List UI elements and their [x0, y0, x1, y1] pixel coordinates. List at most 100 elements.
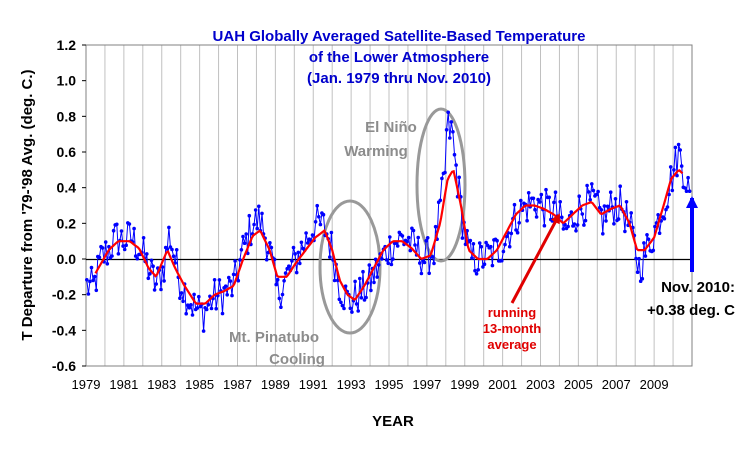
- monthly-point: [195, 306, 200, 310]
- monthly-point: [601, 232, 605, 236]
- monthly-point: [642, 241, 646, 245]
- monthly-point: [679, 164, 684, 168]
- monthly-point: [159, 287, 163, 292]
- monthly-point: [100, 246, 105, 250]
- monthly-point: [85, 278, 89, 282]
- monthly-point: [373, 257, 378, 262]
- monthly-point: [252, 222, 256, 227]
- monthly-point: [391, 257, 395, 261]
- monthly-point: [675, 173, 679, 178]
- monthly-point: [152, 288, 157, 292]
- monthly-point: [332, 278, 337, 283]
- monthly-point: [427, 271, 432, 276]
- monthly-point: [645, 233, 649, 237]
- monthly-point: [484, 240, 488, 245]
- monthly-point: [328, 255, 332, 259]
- monthly-point: [512, 202, 517, 207]
- monthly-point: [572, 222, 577, 226]
- monthly-point: [468, 238, 473, 243]
- y-tick-label: 1.0: [57, 73, 77, 89]
- monthly-point: [257, 204, 261, 209]
- monthly-point: [353, 279, 357, 284]
- monthly-point: [181, 299, 185, 304]
- monthly-point: [372, 280, 376, 285]
- monthly-point: [171, 254, 176, 258]
- monthly-point: [279, 305, 283, 310]
- monthly-point: [542, 223, 547, 228]
- monthly-point: [440, 176, 444, 181]
- monthly-point: [313, 220, 318, 224]
- monthly-point: [476, 268, 481, 272]
- monthly-point: [315, 203, 320, 208]
- monthly-point: [616, 217, 621, 221]
- monthly-point: [670, 188, 675, 193]
- monthly-point: [148, 272, 152, 276]
- monthly-point: [280, 292, 285, 297]
- monthly-point: [612, 222, 616, 226]
- monthly-point: [380, 257, 384, 261]
- monthly-point: [97, 255, 102, 260]
- monthly-point: [233, 259, 237, 263]
- monthly-point: [575, 223, 580, 227]
- monthly-point: [418, 261, 422, 265]
- monthly-point: [651, 248, 656, 253]
- monthly-point: [348, 306, 353, 311]
- monthly-point: [411, 228, 416, 233]
- monthly-point: [683, 186, 687, 190]
- monthly-point: [613, 197, 618, 201]
- grid-lines: [104, 45, 674, 366]
- monthly-point: [253, 208, 258, 212]
- monthly-point: [339, 300, 343, 305]
- y-tick-label: 0.4: [57, 180, 77, 196]
- monthly-point: [293, 252, 297, 256]
- monthly-point: [582, 223, 586, 227]
- monthly-point: [452, 152, 457, 157]
- monthly-point: [105, 262, 110, 266]
- monthly-point: [561, 227, 566, 231]
- monthly-point: [676, 142, 681, 147]
- monthly-point: [479, 244, 484, 249]
- monthly-point: [608, 190, 613, 194]
- monthly-point: [124, 243, 128, 247]
- monthly-point: [204, 307, 209, 312]
- x-tick-label: 1993: [337, 377, 366, 392]
- monthly-point: [294, 270, 299, 275]
- monthly-point: [552, 200, 556, 205]
- monthly-point: [350, 310, 354, 314]
- monthly-point: [599, 208, 604, 212]
- monthly-point: [274, 282, 279, 287]
- cooling-label: Cooling: [269, 351, 325, 368]
- monthly-point: [678, 148, 682, 152]
- monthly-point: [569, 210, 574, 214]
- monthly-point: [264, 257, 269, 262]
- monthly-point: [635, 270, 640, 275]
- monthly-point: [451, 130, 455, 134]
- monthly-point: [656, 213, 660, 217]
- monthly-point: [119, 229, 124, 233]
- monthly-point: [590, 182, 594, 186]
- monthly-point: [283, 271, 288, 275]
- monthly-point: [179, 291, 184, 295]
- monthly-point: [342, 306, 346, 311]
- x-tick-label: 1985: [185, 377, 214, 392]
- monthly-point: [225, 293, 229, 297]
- monthly-point: [269, 245, 274, 250]
- monthly-point: [388, 235, 392, 239]
- monthly-point: [340, 303, 345, 308]
- monthly-point: [343, 284, 348, 289]
- monthly-point: [244, 232, 248, 236]
- monthly-point: [369, 288, 373, 293]
- monthly-point: [668, 165, 673, 169]
- monthly-point: [361, 269, 365, 274]
- x-tick-label: 1997: [412, 377, 441, 392]
- x-tick-label: 2003: [526, 377, 555, 392]
- monthly-point: [519, 198, 523, 203]
- x-tick-label: 2001: [488, 377, 517, 392]
- el-nino-label: El Niño: [365, 119, 417, 136]
- monthly-point: [640, 276, 645, 281]
- monthly-point: [673, 145, 678, 150]
- monthly-point: [287, 264, 291, 269]
- monthly-point: [358, 276, 362, 281]
- monthly-point: [588, 198, 592, 202]
- monthly-point: [238, 258, 242, 262]
